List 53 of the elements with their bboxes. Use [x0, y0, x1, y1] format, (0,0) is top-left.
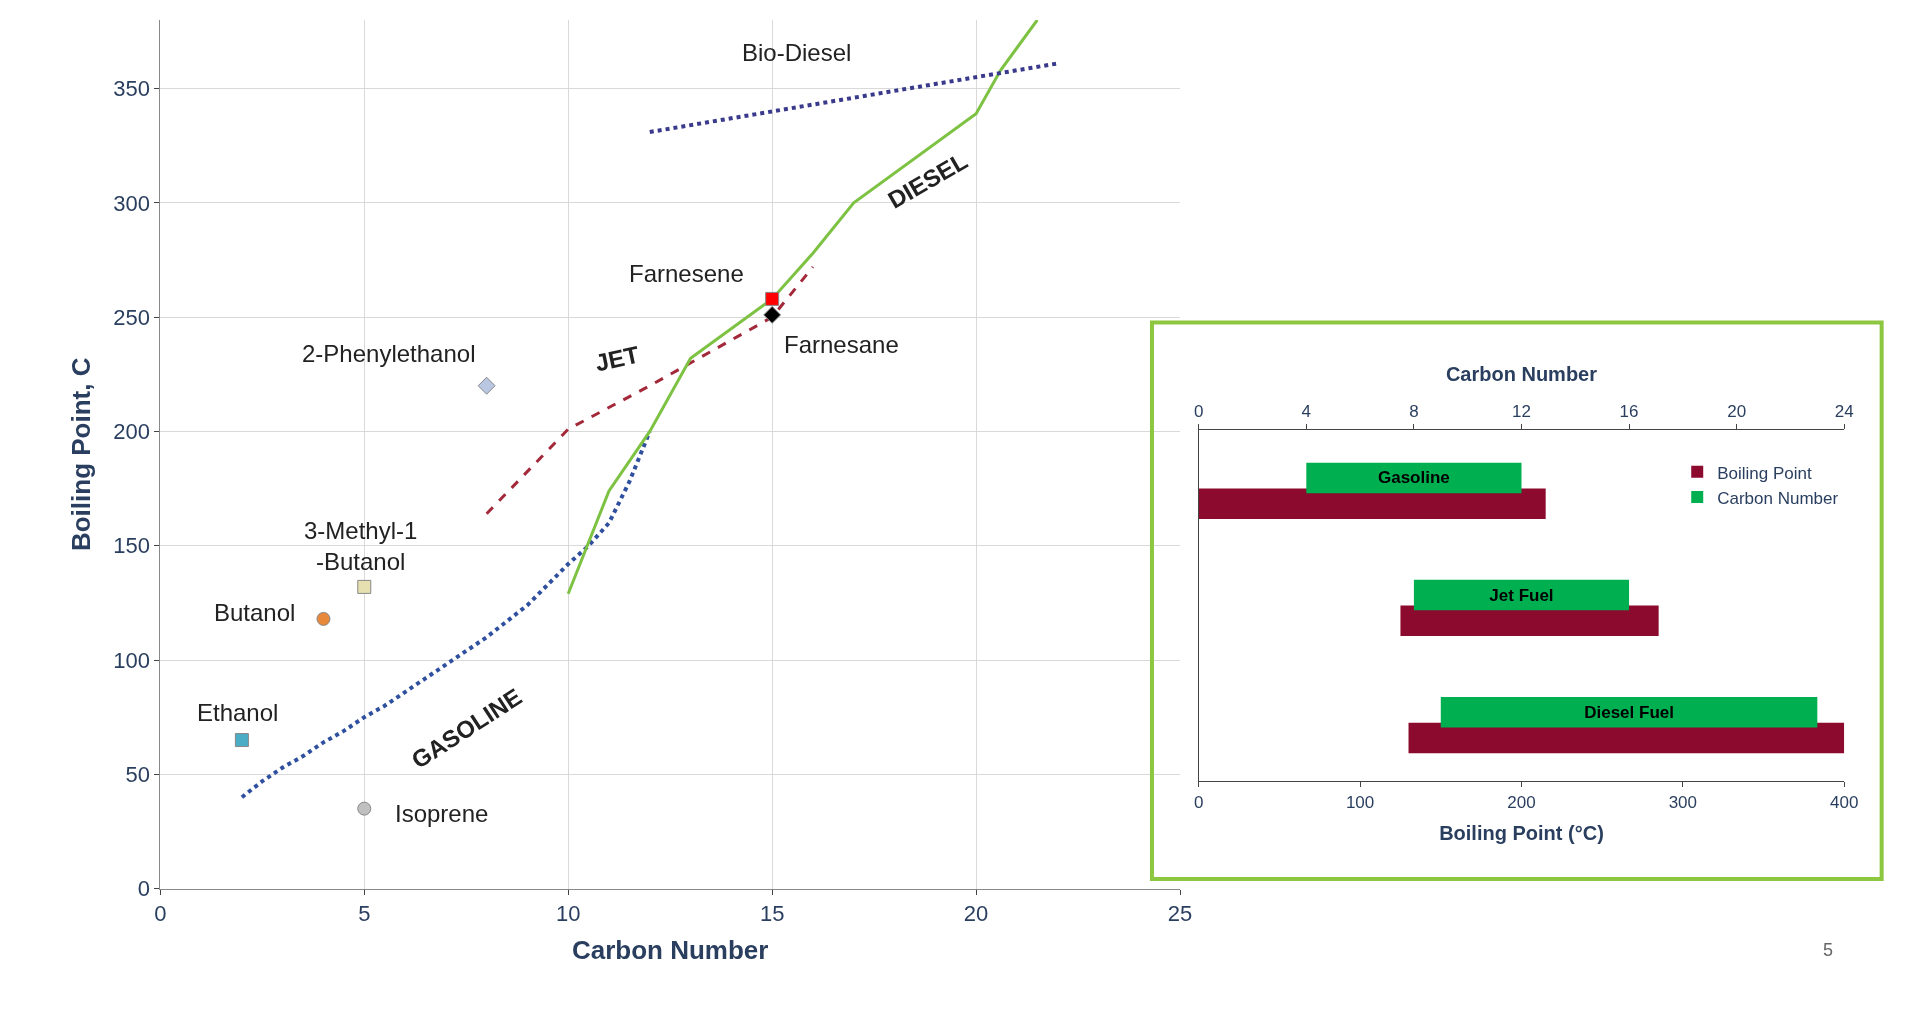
y-tick-label: Jet Fuel	[1489, 585, 1554, 605]
x2-tick-label: 0	[1194, 402, 1204, 422]
series-label: 2-Phenylethanol	[302, 340, 476, 367]
x2-tick-label: 4	[1301, 402, 1312, 422]
y-tick-label: 300	[113, 190, 150, 216]
x-tick-label: 15	[759, 901, 785, 927]
y-tick-label: Gasoline	[1377, 468, 1450, 488]
line-series	[566, 20, 1039, 596]
x2-tick-label: 8	[1409, 402, 1419, 422]
x-tick-label: 10	[555, 901, 581, 927]
y-tick-label: 0	[137, 876, 150, 902]
point	[234, 733, 249, 748]
x-tick-label: 100	[1345, 792, 1375, 812]
x-tick-label: 200	[1507, 792, 1536, 812]
y-tick-label: 100	[113, 647, 150, 673]
series-label: Farnesene	[629, 260, 744, 287]
x2-tick-label: 20	[1727, 402, 1747, 422]
series-label: Bio-Diesel	[742, 39, 852, 66]
x-tick-label: 20	[963, 901, 989, 927]
legend-label: Carbon Number	[1717, 488, 1839, 508]
point	[765, 291, 780, 306]
y-axis-title: Boiling Point, C	[65, 357, 96, 552]
series-label: Farnesane	[784, 331, 899, 358]
y-tick-label: 250	[113, 304, 150, 330]
x-axis-title: Carbon Number	[571, 934, 769, 965]
text: JET	[592, 340, 642, 377]
text: 5	[1823, 940, 1834, 960]
x2-tick-label: 12	[1512, 402, 1531, 422]
x-tick-label: 5	[358, 901, 371, 927]
y-tick-label: Diesel Fuel	[1584, 702, 1674, 722]
point	[357, 579, 372, 594]
series-label: 3-Methyl-1 -Butanol	[304, 517, 418, 576]
x2-tick-label: 16	[1619, 402, 1639, 422]
x-tick-label: 25	[1167, 901, 1193, 927]
point	[477, 376, 496, 395]
point	[316, 611, 331, 626]
x-axis-title: Boiling Point (°C)	[1439, 822, 1604, 845]
x2-axis-title: Carbon Number	[1445, 362, 1598, 385]
legend-label: Boiling Point	[1717, 463, 1813, 483]
x-tick-label: 0	[1194, 792, 1204, 812]
y-tick-label: 200	[113, 419, 150, 445]
series-label: Ethanol	[197, 699, 279, 726]
x-tick-label: 300	[1668, 792, 1698, 812]
point	[763, 305, 782, 324]
y-tick-label: 150	[113, 533, 150, 559]
x-tick-label: 400	[1830, 792, 1859, 812]
y-tick-label: 350	[113, 76, 150, 102]
x2-tick-label: 24	[1834, 402, 1854, 422]
series-label: Butanol	[214, 599, 296, 626]
x-tick-label: 0	[154, 901, 167, 927]
series-label: Isoprene	[395, 800, 489, 827]
y-tick-label: 50	[125, 762, 150, 788]
point	[357, 801, 372, 816]
